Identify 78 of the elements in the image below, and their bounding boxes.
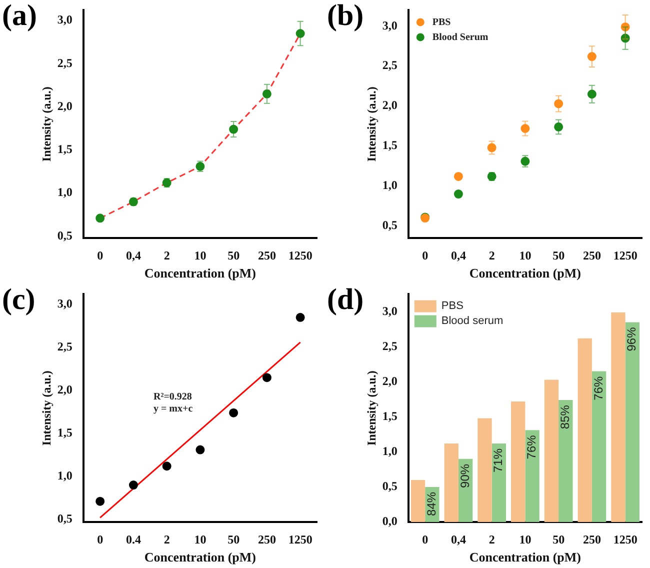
x-tick-label: 0: [422, 248, 428, 262]
y-tick-label: 0,5: [382, 218, 398, 232]
x-tick-label: 1250: [613, 532, 638, 546]
x-tick-label: 250: [258, 532, 276, 546]
y-tick-label: 0,0: [382, 514, 398, 528]
x-tick-label: 50: [552, 248, 565, 262]
chart-title: (a): [2, 0, 37, 32]
legend-label: PBS: [432, 16, 452, 28]
x-tick-label: 2: [488, 248, 495, 262]
x-tick-label: 1250: [288, 248, 312, 262]
annotation: 76%: [591, 376, 606, 400]
legend-label: Blood serum: [441, 315, 504, 328]
y-tick-label: 3,0: [382, 18, 398, 32]
y-tick-label: 2,0: [382, 374, 398, 388]
x-tick-label: 2: [164, 532, 170, 546]
annotation: R²=0.928: [153, 391, 192, 402]
x-axis-title: Concentration (pM): [469, 266, 581, 281]
x-tick-label: 0,4: [126, 248, 141, 262]
x-tick-label: 0: [97, 248, 104, 262]
y-tick-label: 2,5: [57, 56, 72, 70]
y-tick-label: 0,5: [57, 228, 72, 242]
x-tick-label: 250: [582, 532, 601, 546]
y-tick-label: 3,0: [382, 304, 398, 318]
legend-label: PBS: [441, 300, 464, 312]
y-tick-label: 0,5: [382, 479, 398, 494]
x-tick-label: 250: [258, 248, 276, 262]
y-tick-label: 1,5: [57, 426, 72, 440]
x-axis-title: Concentration (pM): [469, 550, 581, 565]
x-tick-label: 10: [194, 532, 206, 546]
chart-title: (d): [327, 282, 364, 316]
y-tick-label: 3,0: [57, 12, 72, 27]
y-tick-label: 2,0: [382, 98, 398, 112]
x-tick-label: 2: [488, 532, 495, 546]
y-tick-label: 1,0: [382, 444, 398, 458]
y-tick-label: 3,0: [57, 296, 72, 311]
x-tick-label: 0,4: [450, 248, 466, 262]
y-axis-title: Intensity (a.u.): [39, 370, 54, 446]
x-tick-label: 1250: [288, 532, 312, 546]
x-axis-title: Concentration (pM): [144, 550, 256, 565]
y-tick-label: 1,5: [382, 408, 398, 423]
y-axis-title: Intensity (a.u.): [39, 86, 54, 162]
x-tick-label: 10: [194, 248, 206, 262]
x-axis-title: Concentration (pM): [144, 266, 256, 281]
x-tick-label: 1250: [613, 248, 638, 262]
y-axis-title: Intensity (a.u.): [364, 86, 378, 162]
y-axis-title: Intensity (a.u.): [364, 370, 378, 446]
y-tick-label: 2,0: [57, 98, 72, 113]
y-tick-label: 2,5: [382, 338, 398, 353]
y-tick-label: 1,0: [382, 178, 398, 192]
chart-title: (c): [2, 282, 36, 316]
annotation: 71%: [491, 448, 506, 473]
x-tick-label: 50: [552, 532, 565, 546]
x-tick-label: 0,4: [450, 532, 466, 546]
x-tick-label: 50: [228, 248, 240, 262]
x-tick-label: 10: [519, 248, 532, 262]
annotation: 84%: [424, 492, 438, 516]
y-tick-label: 1,0: [57, 468, 72, 483]
y-tick-label: 1,5: [57, 142, 72, 156]
x-tick-label: 50: [228, 532, 240, 546]
annotation: y = mx+c: [153, 403, 194, 414]
y-tick-label: 2,5: [57, 340, 72, 354]
x-tick-label: 0.4: [126, 532, 141, 546]
annotation: 85%: [558, 404, 572, 430]
y-tick-label: 1,0: [57, 185, 72, 200]
chart-title: (b): [327, 0, 364, 32]
y-tick-label: 2,0: [57, 382, 72, 397]
x-tick-label: 10: [519, 532, 532, 546]
annotation: 90%: [458, 464, 472, 488]
x-tick-label: 250: [582, 248, 601, 262]
x-tick-label: 0: [422, 532, 428, 546]
annotation: 96%: [624, 326, 639, 352]
x-tick-label: 2: [164, 248, 170, 262]
y-tick-label: 2,5: [382, 58, 398, 72]
annotation: 76%: [524, 434, 539, 460]
x-tick-label: 0: [97, 532, 104, 546]
legend-label: Blood Serum: [432, 32, 489, 43]
y-tick-label: 0,5: [57, 512, 72, 526]
y-tick-label: 1,5: [382, 138, 398, 152]
